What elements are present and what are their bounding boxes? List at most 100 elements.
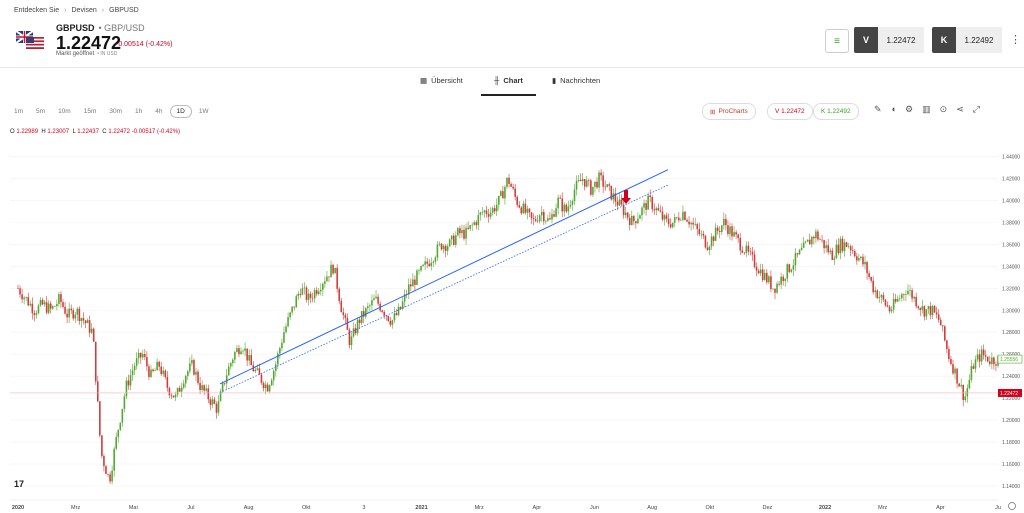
procharts-button[interactable]: ⊞ ProCharts [702, 103, 756, 120]
timeframe-1w[interactable]: 1W [198, 107, 209, 115]
tab-overview[interactable]: ▦ Übersicht [420, 76, 463, 85]
candle-body [524, 203, 527, 213]
breadcrumb-item-explore[interactable]: Entdecken Sie [14, 7, 60, 14]
y-tick-label: 1.36000 [1002, 242, 1020, 248]
candle-body [592, 186, 594, 195]
timeframe-10m[interactable]: 10m [58, 107, 71, 115]
candle-body [469, 225, 471, 229]
candle-body [166, 377, 169, 388]
candle-body [622, 204, 625, 216]
candle-body [174, 394, 177, 398]
y-tick-label: 1.22000 [1002, 396, 1020, 402]
tab-chart[interactable]: ╫ Chart [494, 76, 523, 85]
candle-body [720, 225, 723, 232]
candle-body [567, 206, 570, 212]
candle-body [868, 273, 870, 277]
expand-icon[interactable]: ⤢ [972, 104, 980, 114]
x-tick-label: Okt [705, 505, 714, 511]
candle-body [221, 383, 224, 392]
candle-body [182, 383, 185, 388]
candle-body [551, 214, 553, 220]
candle-body [277, 353, 279, 365]
x-tick-label: 2022 [819, 505, 831, 511]
candle-body [88, 320, 91, 333]
candle-body [446, 246, 449, 251]
tab-news[interactable]: ▮ Nachrichten [552, 76, 601, 85]
pencil-icon[interactable]: ✎ [874, 104, 882, 114]
candle-body [397, 306, 400, 315]
chevron-right-icon: › [101, 7, 105, 14]
candle-body [600, 172, 602, 176]
candle-body [113, 448, 115, 471]
candle-body [837, 244, 840, 254]
candle-body [682, 211, 684, 220]
candle-body [569, 204, 572, 207]
candle-body [753, 254, 756, 267]
header-divider [0, 67, 1024, 68]
candle-body [538, 215, 541, 222]
candle-body [808, 239, 811, 245]
candle-body [980, 349, 983, 362]
sell-pill[interactable]: V 1.22472 [767, 103, 813, 120]
indicator-icon[interactable]: ◖ [890, 104, 896, 114]
candle-body [573, 189, 576, 202]
candle-body [424, 261, 426, 265]
candle-body [675, 217, 678, 218]
buy-button[interactable]: K 1.22492 [932, 27, 1002, 53]
candle-body [262, 382, 265, 389]
y-tick-label: 1.34000 [1002, 264, 1020, 270]
candle-body [440, 243, 443, 250]
candle-body [156, 361, 158, 371]
candle-body [890, 309, 893, 312]
candle-body [227, 366, 230, 376]
candle-body [763, 272, 766, 280]
candle-body [338, 288, 341, 302]
candle-body [960, 384, 962, 387]
candle-body [260, 374, 263, 383]
breadcrumb-item-forex[interactable]: Devisen [71, 7, 97, 14]
candle-body [225, 375, 228, 384]
buy-pill[interactable]: K 1.22492 [813, 103, 859, 120]
candle-body [461, 229, 463, 234]
timeframe-5m[interactable]: 5m [36, 107, 46, 115]
candle-body [19, 288, 21, 295]
candle-body [94, 341, 97, 382]
candle-body [109, 474, 111, 482]
candle-body [418, 270, 420, 272]
candle-body [240, 351, 242, 355]
candle-body [346, 318, 349, 330]
candle-body [739, 237, 742, 251]
candle-body [246, 348, 248, 361]
candle-body [851, 250, 854, 252]
candle-body [786, 264, 789, 279]
timeframe-15m[interactable]: 15m [83, 107, 97, 115]
candle-body [324, 281, 326, 284]
candle-body [135, 358, 138, 366]
timeframe-selector: 1m 5m 10m 15m 30m 1h 4h 1D 1W [8, 103, 216, 119]
bar-chart-icon[interactable]: ▥ [922, 104, 931, 114]
candle-body [82, 318, 85, 321]
candle-body [70, 308, 72, 311]
candle-body [68, 308, 70, 318]
more-options-icon[interactable]: ⋮ [1010, 34, 1021, 46]
candle-body [794, 253, 797, 266]
timeframe-30m[interactable]: 30m [109, 107, 123, 115]
share-icon[interactable]: ⋖ [956, 104, 964, 114]
timeframe-1h[interactable]: 1h [135, 107, 143, 115]
candle-body [340, 301, 343, 313]
x-tick-label: Okt [302, 505, 311, 511]
info-icon[interactable]: ⊙ [939, 104, 948, 114]
timeframe-4h[interactable]: 4h [155, 107, 163, 115]
candle-body [426, 261, 428, 264]
candle-body [543, 211, 545, 222]
watchlist-button[interactable]: ≡ [825, 29, 849, 53]
timeframe-1d[interactable]: 1D [169, 104, 192, 118]
timeframe-1m[interactable]: 1m [14, 107, 24, 115]
candle-body [708, 246, 711, 251]
candle-body [180, 387, 183, 392]
candle-body [585, 180, 588, 187]
sell-button[interactable]: V 1.22472 [854, 27, 924, 53]
gear-icon[interactable]: ⚙ [904, 104, 914, 114]
x-tick-label: Jul [187, 505, 194, 511]
candle-body [710, 236, 713, 247]
